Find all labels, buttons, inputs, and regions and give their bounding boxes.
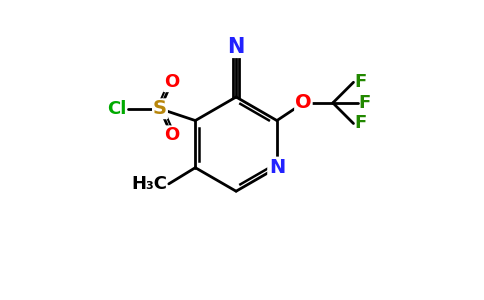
Text: N: N [227, 37, 245, 57]
Text: N: N [269, 158, 285, 177]
Text: O: O [164, 73, 180, 91]
Text: S: S [153, 99, 167, 118]
Text: F: F [354, 115, 366, 133]
Text: F: F [354, 73, 366, 91]
Text: O: O [295, 93, 312, 112]
Text: H₃C: H₃C [131, 175, 167, 193]
Text: F: F [359, 94, 371, 112]
Text: O: O [164, 126, 180, 144]
Text: Cl: Cl [107, 100, 126, 118]
